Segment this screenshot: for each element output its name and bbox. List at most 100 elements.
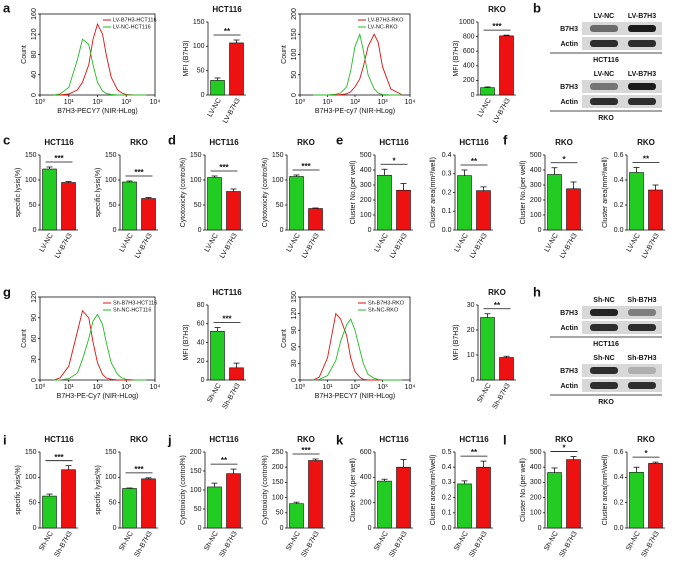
y-tick-label: 0.0 (442, 227, 452, 234)
lane-label: LV-B7H3 (628, 13, 656, 20)
y-tick-label: 0 (31, 378, 38, 382)
x-tick-label: Sh-B7H3 (219, 530, 239, 558)
blot-band (590, 324, 618, 331)
x-axis-label: B7H3-PE-Cy7 (NIR-HLog) (57, 393, 139, 400)
blot-band (590, 40, 618, 47)
y-tick-label: 0 (201, 92, 205, 99)
significance-label: ** (471, 157, 478, 166)
panel-letter: e (336, 132, 343, 147)
x-tick-label: LV-NC (374, 232, 390, 253)
x-tick-label: Sh-NC (38, 530, 55, 552)
x-axis-label: B7H3-PE-cy7 (NIR-HLog) (315, 108, 395, 115)
chart-title: RKO (297, 435, 315, 444)
bar (226, 191, 241, 231)
y-tick-label: 40 (197, 339, 205, 346)
y-axis-label: Cluster area(mm²/well) (430, 157, 437, 228)
y-axis-label: Count (281, 45, 288, 64)
y-tick-label: 500 (530, 449, 542, 456)
y-tick-label: 80 (31, 51, 38, 59)
y-tick-label: 50 (197, 68, 205, 75)
row-label: Actin (561, 325, 579, 332)
bar (396, 466, 411, 529)
y-axis-label: Cluster No.(per well) (520, 458, 527, 522)
y-tick-label: 50 (29, 202, 37, 209)
lane-label: Sh-NC (593, 297, 614, 304)
bar (210, 80, 225, 96)
bar (547, 174, 562, 231)
significance-label: ** (221, 456, 228, 465)
legend-label: Sh-B7H3-HCT116 (113, 300, 157, 306)
x-tick-label: LV-NC (204, 232, 220, 253)
legend-label: Sh-NC-HCT116 (113, 307, 151, 313)
bar (547, 472, 562, 529)
bar (457, 483, 472, 529)
x-tick-label: Sh-NC (203, 530, 220, 552)
x-tick-label: Sh-B7H3 (492, 382, 512, 410)
cell-line-label: HCT116 (593, 57, 619, 64)
blot-band (628, 25, 656, 32)
chart-title: RKO (130, 435, 148, 444)
blot-band (590, 367, 618, 374)
y-tick-label: 40 (31, 71, 38, 79)
histogram-curve (53, 38, 147, 96)
y-tick-label: 300 (530, 182, 542, 189)
y-tick-label: 120 (291, 308, 298, 320)
y-axis-label: Cytotoxicity (control%) (180, 455, 187, 525)
bar (210, 330, 225, 381)
chart-title: HCT116 (209, 138, 239, 147)
lane-label: Sh-B7H3 (627, 355, 656, 362)
y-tick-label: 0.3 (442, 171, 452, 178)
bar (207, 177, 222, 231)
y-tick-label: 100 (190, 487, 202, 494)
blot-band (628, 40, 656, 47)
y-tick-label: 400 (463, 63, 475, 70)
bar (308, 208, 323, 231)
chart-title: HCT116 (209, 435, 239, 444)
y-tick-label: 60 (291, 343, 298, 351)
bar (61, 182, 76, 231)
x-tick-label: Sh-B7H3 (469, 530, 489, 558)
y-tick-label: 0.2 (614, 202, 624, 209)
y-tick-label: 600 (360, 449, 372, 456)
chart-title: HCT116 (459, 435, 489, 444)
y-axis-label: Count (21, 329, 28, 348)
y-axis-label: Cluster area(mm²/well) (602, 455, 609, 526)
x-tick-label: LV-B7H3 (54, 232, 74, 259)
y-tick-label: 400 (530, 464, 542, 471)
y-tick-label: 150 (190, 152, 202, 159)
x-tick-label: 10⁰ (35, 98, 46, 106)
x-tick-label: 10⁰ (35, 383, 46, 391)
chart-title: RKO (555, 138, 573, 147)
x-tick-label: LV-B7H3 (389, 232, 409, 259)
y-tick-label: 20 (197, 358, 205, 365)
blot-band (590, 83, 618, 90)
y-tick-label: 0.3 (442, 479, 452, 486)
x-tick-label: Sh-B7H3 (559, 530, 579, 558)
histogram-curve (312, 312, 402, 381)
y-tick-label: 80 (197, 302, 205, 309)
y-tick-label: 100 (360, 212, 372, 219)
row-label: B7H3 (560, 368, 578, 375)
panel-letter: k (336, 432, 344, 447)
y-axis-label: Cluster area(mm²/well) (602, 157, 609, 228)
y-tick-label: 0.5 (442, 449, 452, 456)
y-tick-label: 120 (31, 28, 38, 40)
y-axis-label: MFI (B7H3) (183, 324, 190, 360)
y-tick-label: 30 (31, 355, 38, 363)
y-tick-label: 0.2 (442, 494, 452, 501)
y-axis-label: Cluster No.(per well) (520, 161, 527, 225)
x-tick-label: Sh-B7H3 (301, 530, 321, 558)
y-tick-label: 300 (530, 479, 542, 486)
y-axis-label: Count (281, 329, 288, 348)
significance-label: ** (471, 448, 478, 457)
histogram-curve (313, 33, 402, 96)
y-tick-label: 150 (291, 28, 298, 40)
y-tick-label: 0.1 (442, 208, 452, 215)
lane-label: LV-NC (594, 71, 614, 78)
x-tick-label: Sh-NC (285, 530, 302, 552)
blot-band (628, 98, 656, 105)
panel-letter: a (3, 0, 11, 15)
y-axis-label: specific lysis(%) (15, 168, 22, 218)
bar (42, 495, 57, 529)
